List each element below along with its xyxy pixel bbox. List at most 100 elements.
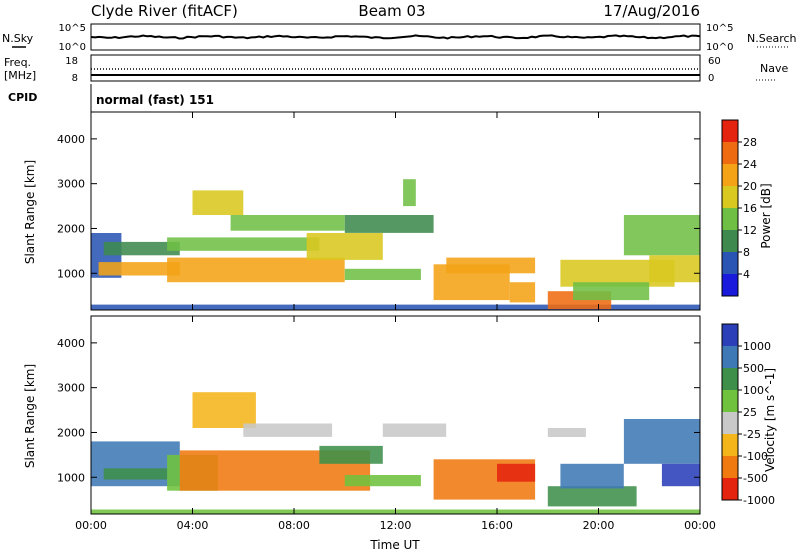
scatter-band-10 [344, 215, 434, 233]
time-axis-label: Time UT [369, 538, 420, 552]
power-y-axis-label: Slant Range [km] [23, 160, 37, 264]
colorbar-tick-label-4: -25 [743, 428, 761, 441]
scatter-band-14 [547, 428, 586, 437]
scatter-band-12 [547, 486, 637, 507]
colorbar-segment-0 [722, 120, 738, 142]
scatter-band-11 [403, 179, 416, 207]
colorbar-tick-label-2: 12 [743, 224, 757, 237]
scatter-band-13 [446, 257, 536, 274]
scatter-band-9 [382, 423, 447, 437]
scatter-band-13 [560, 463, 624, 489]
freq-left-tick-bottom: 8 [72, 73, 78, 84]
freq-label-line1: Freq. [4, 56, 31, 69]
scatter-band-16 [661, 463, 700, 487]
y-tick-label-1: 2000 [57, 426, 85, 439]
colorbar-segment-2 [722, 368, 738, 390]
cpid-label: CPID [8, 91, 37, 104]
frequency-panel: Freq. [MHz] 18 8 60 0 Nave [4, 54, 788, 84]
scatter-band-18 [623, 215, 700, 256]
colorbar-tick-label-3: 25 [743, 406, 757, 419]
velocity-heatmap-cells [91, 392, 700, 514]
colorbar-tick-label-5: 24 [743, 158, 757, 171]
colorbar-tick-label-6: 28 [743, 136, 757, 149]
y-tick-label-2: 3000 [57, 178, 85, 191]
scatter-band-2 [98, 262, 180, 276]
y-tick-label-3: 4000 [57, 133, 85, 146]
scatter-band-8 [306, 233, 383, 260]
colorbar-segment-2 [722, 164, 738, 186]
noise-left-label: N.Sky [2, 32, 34, 45]
noise-left-tick-top: 10^5 [59, 23, 86, 34]
beam-title: Beam 03 [358, 2, 425, 20]
colorbar-tick-label-7: -1000 [743, 494, 775, 507]
power-x-ticks [90, 112, 701, 310]
colorbar-segment-5 [722, 434, 738, 456]
scatter-band-4 [167, 257, 345, 283]
x-tick-label-0: 00:00 [75, 519, 107, 532]
power-heatmap-cells [91, 179, 701, 310]
date-title: 17/Aug/2016 [603, 2, 700, 20]
colorbar-tick-label-1: 8 [743, 246, 750, 259]
colorbar-segment-7 [722, 274, 738, 296]
colorbar-tick-label-3: 16 [743, 202, 757, 215]
x-tick-label-4: 16:00 [481, 519, 513, 532]
scatter-band-9 [344, 268, 421, 280]
y-tick-label-0: 1000 [57, 471, 85, 484]
colorbar-segment-1 [722, 346, 738, 368]
colorbar-tick-label-2: 100 [743, 384, 764, 397]
colorbar-segment-3 [722, 390, 738, 412]
colorbar-segment-3 [722, 186, 738, 208]
colorbar-tick-label-1: 500 [743, 362, 764, 375]
freq-left-tick-top: 18 [65, 56, 78, 67]
y-tick-label-2: 3000 [57, 382, 85, 395]
colorbar-segment-5 [722, 230, 738, 252]
velocity-y-axis-label: Slant Range [km] [23, 364, 37, 468]
colorbar-tick-label-0: 1000 [743, 340, 771, 353]
velocity-x-ticks: 00:00 04:00 08:00 12:00 16:00 20:00 00:00 [75, 316, 716, 532]
scatter-band-7 [319, 445, 383, 464]
nave-right-tick-top: 60 [708, 56, 721, 67]
colorbar-tick-label-4: 20 [743, 180, 757, 193]
colorbar-segment-7 [722, 478, 738, 500]
scatter-band-5 [192, 392, 256, 428]
noise-right-label: N.Search [747, 32, 797, 45]
scatter-band-2 [103, 468, 168, 480]
noise-trace [90, 34, 701, 40]
scatter-band-11 [497, 463, 536, 482]
scatter-band-17 [573, 282, 650, 301]
scatter-band-5 [167, 237, 320, 251]
colorbar-segment-4 [722, 208, 738, 230]
scatter-band-7 [230, 215, 345, 231]
noise-right-tick-bottom: 10^0 [706, 42, 733, 53]
noise-panel: N.Sky 10^5 10^0 10^5 10^0 N.Search [2, 23, 797, 53]
colorbar-tick-label-5: -100 [743, 450, 768, 463]
cpid-value: normal (fast) 151 [96, 93, 214, 107]
scatter-band-3 [103, 241, 180, 256]
colorbar-segment-0 [722, 324, 738, 346]
velocity-y-ticks: 1000 2000 3000 4000 [57, 337, 700, 484]
power-colorbar: 4 8 12 16 20 24 28 [721, 119, 757, 297]
power-colorbar-label: Power [dB] [759, 183, 773, 248]
freq-panel-frame [90, 54, 701, 82]
colorbar-segment-4 [722, 412, 738, 434]
power-y-ticks: 1000 2000 3000 4000 [57, 133, 700, 280]
scatter-band-8 [344, 475, 421, 487]
freq-label-line2: [MHz] [4, 69, 36, 82]
scatter-band-6 [192, 190, 244, 215]
scatter-band-19 [649, 255, 701, 283]
nave-right-tick-bottom: 0 [708, 73, 714, 84]
noise-right-tick-top: 10^5 [706, 23, 733, 34]
nave-label: Nave [760, 62, 788, 75]
scatter-band-6 [243, 423, 333, 437]
scatter-band-15 [623, 419, 700, 464]
x-tick-label-2: 08:00 [278, 519, 310, 532]
x-tick-label-5: 20:00 [583, 519, 615, 532]
y-tick-label-1: 2000 [57, 222, 85, 235]
x-tick-label-3: 12:00 [380, 519, 412, 532]
velocity-colorbar-label: Velocity [m s^-1] [763, 368, 777, 472]
colorbar-segment-1 [722, 142, 738, 164]
power-panel: 1000 2000 3000 4000 Slant Range [km] 4 8 12 16… [23, 111, 773, 311]
y-tick-label-3: 4000 [57, 337, 85, 350]
velocity-panel: 1000 2000 3000 4000 00:00 04:00 08:00 12:00 16:… [23, 315, 777, 552]
